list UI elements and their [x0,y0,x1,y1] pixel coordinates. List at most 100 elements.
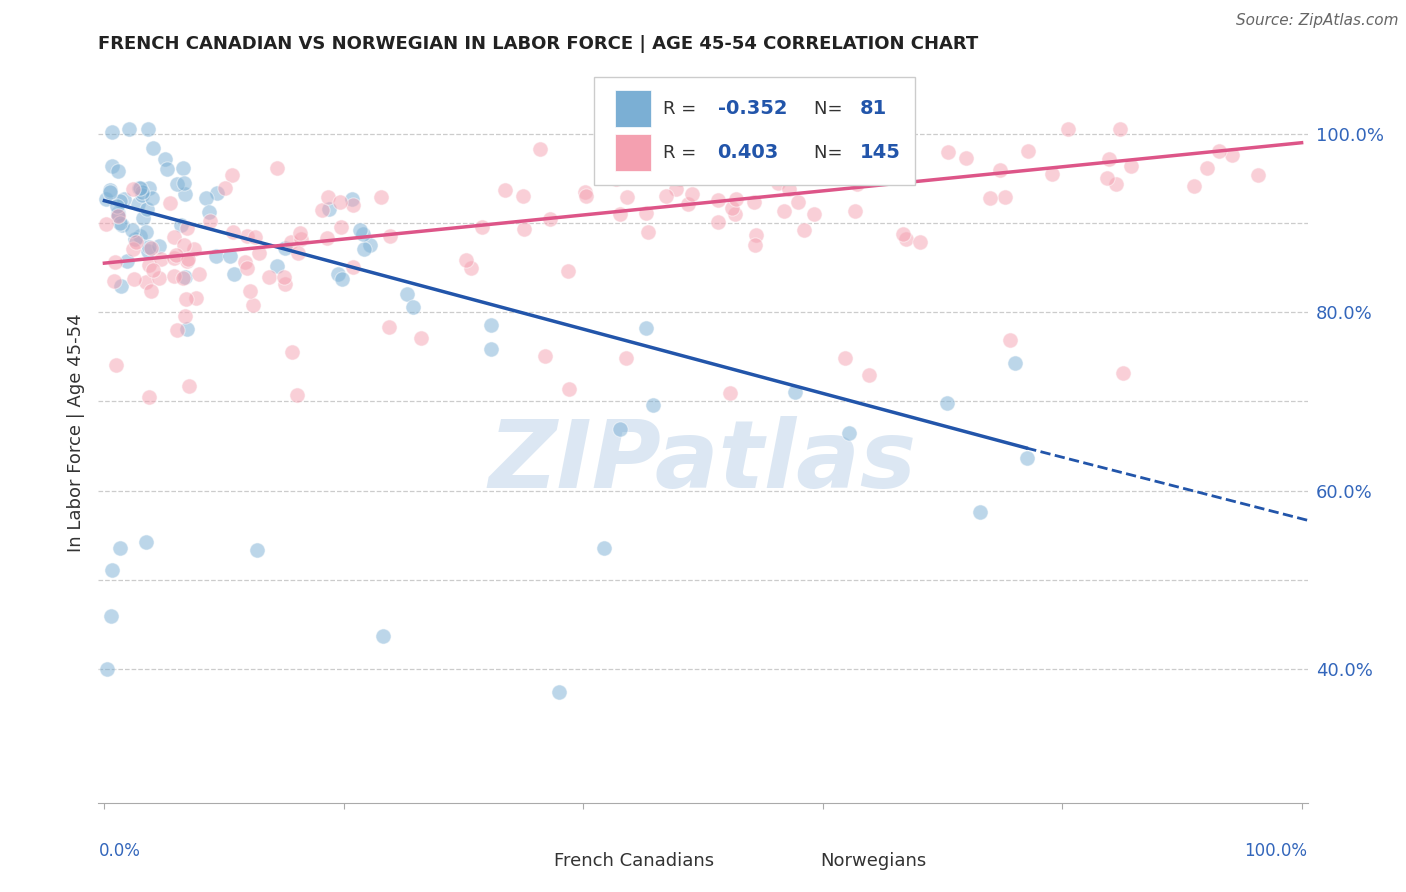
Point [96,662,118,676]
Point [235,228,257,243]
Point [669,172,692,186]
Point [141,191,163,205]
Point [1040,167,1063,181]
Point [166,323,188,337]
Point [988,163,1011,178]
Point [138,181,160,195]
Point [329,195,352,210]
Point [1015,451,1038,466]
Point [107,205,129,219]
Text: 81: 81 [860,99,887,119]
Point [290,232,312,246]
Point [110,278,132,293]
Point [112,192,135,206]
Point [768,177,790,191]
Point [104,255,127,269]
Point [121,223,143,237]
Point [127,196,149,211]
Point [676,197,699,211]
Point [274,277,297,291]
Point [183,243,205,257]
Point [101,563,124,577]
Point [96,192,118,206]
Point [1105,177,1128,191]
Point [342,260,364,275]
Point [1000,333,1022,347]
Point [1017,144,1039,158]
Point [380,228,402,243]
Point [706,215,728,229]
Point [163,251,186,265]
Point [165,248,187,262]
Point [793,223,815,237]
Point [205,186,228,200]
Point [110,541,132,556]
Point [122,272,145,286]
Point [655,189,678,203]
Point [1182,179,1205,194]
Point [172,161,194,176]
Point [173,269,195,284]
Point [100,125,122,139]
Point [955,151,977,165]
Point [609,421,631,435]
Point [132,211,155,226]
Point [342,198,364,212]
Point [177,378,200,392]
Text: 0.403: 0.403 [717,144,779,162]
Point [163,269,186,284]
Point [721,201,744,215]
Point [778,182,800,196]
Text: 145: 145 [860,144,901,162]
Point [138,122,160,136]
Point [311,202,333,217]
Point [108,194,131,209]
Point [174,292,197,306]
Point [148,270,170,285]
Point [159,195,181,210]
Text: French Canadians: French Canadians [554,852,714,870]
Point [1112,366,1135,380]
Point [287,245,309,260]
Point [1098,152,1121,166]
Point [1097,170,1119,185]
Point [138,240,160,254]
Text: 100.0%: 100.0% [1244,842,1308,860]
Point [845,177,868,191]
Point [187,267,209,281]
Bar [614,135,651,171]
Point [783,385,806,400]
Point [105,199,128,213]
Point [142,263,165,277]
Point [558,382,581,396]
Point [243,230,266,244]
Point [204,250,226,264]
Point [614,351,637,366]
Point [219,249,242,263]
Point [214,181,236,195]
Point [994,190,1017,204]
Point [643,398,665,412]
Point [340,192,363,206]
Point [174,186,197,201]
Point [841,132,863,146]
Point [616,189,638,203]
Bar [516,847,550,875]
Point [156,162,179,177]
Point [396,286,419,301]
Point [773,203,796,218]
Point [910,235,932,249]
Point [479,343,502,357]
Point [149,252,172,266]
Point [172,271,194,285]
Point [330,272,353,286]
Text: ZIPatlas: ZIPatlas [489,417,917,508]
Text: FRENCH CANADIAN VS NORWEGIAN IN LABOR FORCE | AGE 45-54 CORRELATION CHART: FRENCH CANADIAN VS NORWEGIAN IN LABOR FO… [98,35,979,53]
Point [259,270,281,285]
Point [707,193,730,207]
Point [371,629,394,643]
Point [634,321,657,335]
Point [122,182,145,196]
Point [128,229,150,244]
Point [328,267,350,281]
